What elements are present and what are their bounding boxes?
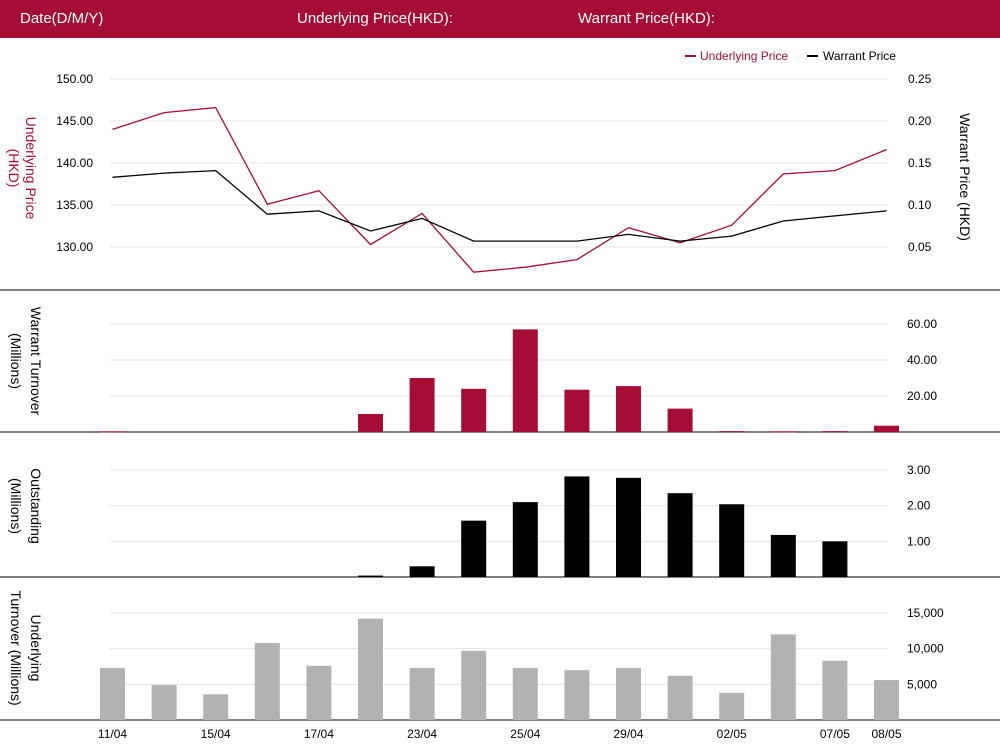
x-tick-label: 15/04 xyxy=(201,727,231,741)
y-left-tick-label: 140.00 xyxy=(56,156,93,170)
underlying-turnover-tick-label: 15,000 xyxy=(907,606,944,620)
warrant-turnover-bar xyxy=(616,386,641,432)
warrant-turnover-bar xyxy=(100,431,125,433)
y-left-tick-label: 135.00 xyxy=(56,198,93,212)
x-tick-label: 07/05 xyxy=(820,727,850,741)
underlying-turnover-bar xyxy=(512,667,538,720)
outstanding-bar xyxy=(512,502,538,577)
underlying-turnover-bar xyxy=(616,667,641,720)
underlying-turnover-bar xyxy=(719,692,745,720)
underlying-turnover-bar xyxy=(254,642,280,720)
outstanding-bar xyxy=(616,477,641,577)
underlying-turnover-axis-label: Turnover (Millions) xyxy=(8,590,24,705)
underlying-turnover-bar xyxy=(203,694,229,720)
underlying-turnover-tick-label: 10,000 xyxy=(907,642,944,656)
underlying-turnover-tick-label: 5,000 xyxy=(907,677,937,691)
warrant-turnover-axis-label: (Millions) xyxy=(8,333,24,389)
date-label: Date(D/M/Y) xyxy=(20,10,104,27)
y-right-axis-label: Warrant Price (HKD) xyxy=(957,113,973,241)
legend-warrant-label: Warrant Price xyxy=(823,49,896,63)
outstanding-bar xyxy=(719,504,745,577)
outstanding-bar xyxy=(358,575,383,577)
outstanding-axis-label: Outstanding xyxy=(28,468,44,544)
outstanding-axis-label: (Millions) xyxy=(8,478,24,534)
outstanding-bar xyxy=(667,493,693,577)
outstanding-bar xyxy=(461,520,487,577)
y-right-tick-label: 0.20 xyxy=(908,114,932,128)
warrant-chart: 150.00 145.00 140.00 135.00 130.00 0.25 0.20 0.… xyxy=(0,49,1000,741)
warrant-turnover-bar xyxy=(770,431,796,433)
x-tick-label: 11/04 xyxy=(98,727,127,741)
legend-underlying-label: Underlying Price xyxy=(700,49,788,63)
x-tick-label: 17/04 xyxy=(304,727,334,741)
x-tick-label: 23/04 xyxy=(407,727,437,741)
outstanding-bar xyxy=(822,541,848,577)
underlying-price-label: Underlying Price(HKD): xyxy=(297,10,453,27)
y-right-tick-label: 0.05 xyxy=(908,240,932,254)
outstanding-bar xyxy=(409,566,435,577)
underlying-price-line xyxy=(112,106,887,273)
y-right-tick-label: 0.10 xyxy=(908,198,932,212)
underlying-turnover-bar xyxy=(564,670,590,720)
x-tick-label: 25/04 xyxy=(510,727,540,741)
axis-label-line: (HKD) xyxy=(6,149,22,188)
warrant-turnover-bar xyxy=(564,389,590,432)
warrant-price-label: Warrant Price(HKD): xyxy=(578,10,715,27)
warrant-turnover-tick-label: 40.00 xyxy=(907,353,937,367)
warrant-turnover-bar xyxy=(719,431,745,433)
warrant-turnover-bar xyxy=(512,329,538,432)
x-tick-label: 08/05 xyxy=(871,727,901,741)
warrant-turnover-bar xyxy=(409,378,435,432)
warrant-turnover-bar xyxy=(358,414,383,432)
warrant-turnover-axis-label: Warrant Turnover xyxy=(28,307,44,416)
underlying-turnover-bar xyxy=(822,660,848,720)
x-tick-label: 29/04 xyxy=(613,727,643,741)
warrant-turnover-bar xyxy=(667,408,693,432)
y-left-tick-label: 150.00 xyxy=(56,72,93,86)
warrant-turnover-bar xyxy=(822,431,848,433)
outstanding-bar xyxy=(770,534,796,577)
underlying-turnover-bar xyxy=(874,680,899,720)
warrant-turnover-bar xyxy=(874,425,899,432)
underlying-turnover-bar xyxy=(100,667,125,720)
chart-header: Date(D/M/Y) Underlying Price(HKD): Warra… xyxy=(0,0,1000,38)
y-right-tick-label: 0.15 xyxy=(908,156,932,170)
warrant-turnover-tick-label: 20.00 xyxy=(907,389,937,403)
underlying-turnover-bar xyxy=(667,675,693,720)
warrant-price-line xyxy=(112,169,887,242)
underlying-turnover-bar xyxy=(770,634,796,720)
underlying-turnover-bar xyxy=(358,618,383,720)
underlying-turnover-bar xyxy=(151,685,177,720)
underlying-turnover-bar xyxy=(306,665,332,720)
underlying-turnover-bar xyxy=(409,667,435,720)
y-right-tick-label: 0.25 xyxy=(908,72,932,86)
y-left-axis-label: Underlying Price(HKD) xyxy=(6,117,39,220)
outstanding-tick-label: 3.00 xyxy=(907,463,931,477)
x-tick-label: 02/05 xyxy=(717,727,747,741)
outstanding-tick-label: 2.00 xyxy=(907,499,931,513)
y-left-tick-label: 145.00 xyxy=(56,114,93,128)
axis-label-line: Underlying Price xyxy=(23,117,39,220)
y-left-tick-label: 130.00 xyxy=(56,240,93,254)
underlying-turnover-bar xyxy=(461,650,487,720)
underlying-turnover-axis-label: Underlying xyxy=(28,615,44,682)
outstanding-bar xyxy=(564,476,590,577)
outstanding-tick-label: 1.00 xyxy=(907,534,931,548)
warrant-turnover-bar xyxy=(461,388,487,432)
warrant-turnover-tick-label: 60.00 xyxy=(907,317,937,331)
